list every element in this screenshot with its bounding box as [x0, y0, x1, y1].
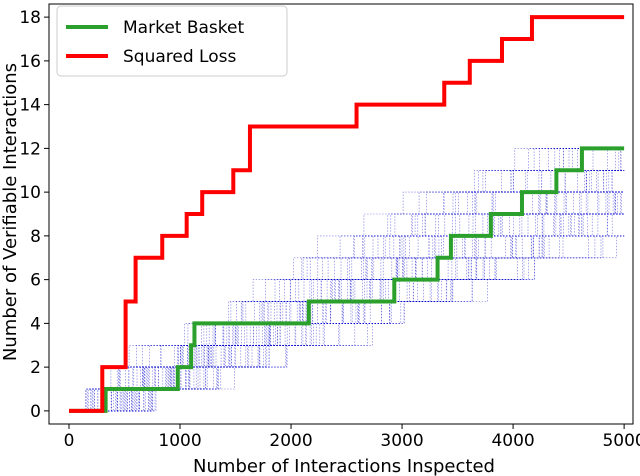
x-tick-label: 1000	[158, 431, 201, 451]
random-ordering-line	[69, 213, 625, 412]
random-orderings-band	[69, 148, 625, 412]
x-tick-label: 3000	[380, 431, 423, 451]
y-axis-label: Number of Verifiable Interactions	[0, 63, 21, 361]
random-ordering-line	[69, 148, 625, 412]
random-ordering-line	[69, 235, 625, 412]
random-ordering-line	[69, 191, 625, 412]
random-ordering-line	[69, 191, 625, 412]
random-ordering-line	[69, 213, 625, 412]
random-ordering-line	[69, 191, 625, 412]
random-ordering-line	[69, 235, 625, 412]
random-ordering-line	[69, 235, 625, 412]
random-ordering-line	[69, 170, 625, 412]
random-ordering-line	[69, 213, 625, 412]
random-ordering-line	[69, 170, 625, 412]
legend-label-squared-loss: Squared Loss	[123, 47, 236, 67]
random-ordering-line	[69, 213, 625, 412]
random-ordering-line	[69, 191, 625, 412]
y-tick-label: 10	[19, 183, 41, 203]
random-ordering-line	[69, 213, 625, 412]
random-ordering-line	[69, 235, 625, 412]
random-ordering-line	[69, 191, 625, 412]
y-tick-label: 0	[30, 402, 41, 422]
random-ordering-line	[69, 170, 625, 412]
x-tick-label: 2000	[269, 431, 312, 451]
x-tick-label: 4000	[491, 431, 534, 451]
y-tick-label: 18	[19, 8, 41, 28]
y-tick-label: 16	[19, 52, 41, 72]
plot-frame	[48, 3, 634, 425]
random-ordering-line	[69, 213, 625, 412]
y-tick-label: 4	[30, 314, 41, 334]
random-ordering-line	[69, 213, 625, 412]
x-tick-label: 0	[64, 431, 75, 451]
random-ordering-line	[69, 170, 625, 412]
y-tick-label: 12	[19, 139, 41, 159]
random-ordering-line	[69, 213, 625, 412]
series-line-squared-loss	[68, 15, 625, 413]
legend-box	[56, 5, 288, 77]
random-ordering-line	[69, 213, 625, 412]
y-tick-label: 8	[30, 227, 41, 247]
random-ordering-line	[69, 213, 625, 412]
series-line-market-basket	[68, 146, 625, 413]
random-ordering-line	[69, 170, 625, 412]
random-ordering-line	[69, 191, 625, 412]
legend-label-market-basket: Market Basket	[123, 18, 244, 38]
legend: Market Basket Squared Loss	[56, 5, 288, 77]
random-ordering-line	[69, 213, 625, 412]
y-tick-label: 14	[19, 96, 41, 116]
y-tick-label: 2	[30, 358, 41, 378]
random-ordering-line	[69, 213, 625, 412]
random-ordering-line	[69, 170, 625, 412]
x-axis-label: Number of Interactions Inspected	[193, 456, 495, 476]
random-ordering-line	[69, 170, 625, 412]
series-layer	[68, 15, 625, 413]
random-ordering-line	[69, 191, 625, 412]
random-ordering-line	[69, 235, 625, 412]
random-ordering-line	[69, 235, 625, 412]
y-tick-label: 6	[30, 271, 41, 291]
random-ordering-line	[69, 213, 625, 412]
random-ordering-line	[69, 235, 625, 412]
